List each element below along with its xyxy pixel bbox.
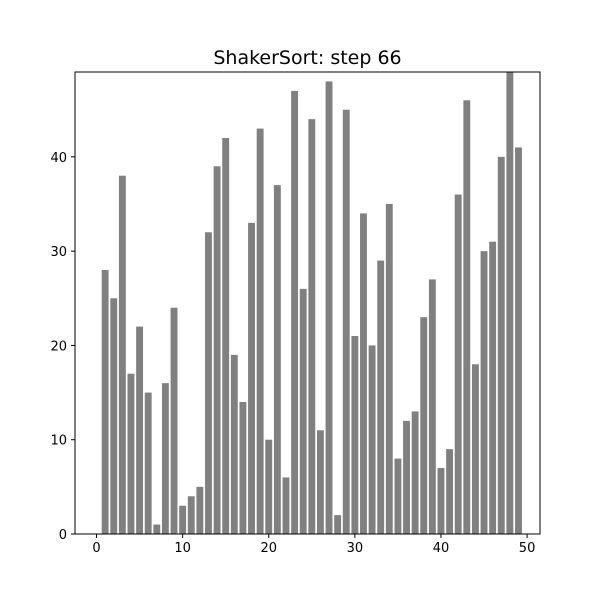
bar-22: [282, 477, 290, 534]
bar-36: [403, 420, 410, 534]
x-axis: 0 10 20 30 40 50: [92, 534, 535, 556]
y-tick-label: 10: [50, 434, 67, 449]
bar-15: [222, 138, 230, 534]
bar-11: [187, 496, 195, 534]
bar-13: [205, 232, 212, 535]
bar-19: [256, 128, 264, 535]
bar-34: [385, 204, 393, 534]
bar-5: [136, 326, 144, 534]
bar-6: [144, 392, 152, 534]
bar-38: [420, 317, 428, 534]
bar-24: [299, 288, 307, 534]
y-tick-label: 0: [59, 528, 67, 543]
bar-35: [394, 458, 402, 534]
y-axis: 0 10 20 30 40: [50, 151, 75, 543]
bar-21: [273, 185, 281, 534]
x-tick-label: 20: [260, 541, 277, 556]
bar-25: [308, 119, 316, 535]
bar-39: [428, 279, 436, 534]
bar-10: [179, 505, 187, 534]
bar-20: [265, 439, 273, 534]
bar-27: [325, 81, 333, 534]
bar-31: [360, 213, 367, 534]
bar-4: [127, 373, 135, 534]
bar-47: [497, 156, 505, 534]
bar-23: [291, 90, 299, 534]
bar-32: [368, 345, 376, 534]
bar-49: [515, 147, 522, 534]
x-tick-label: 40: [433, 541, 450, 556]
y-tick-label: 30: [50, 245, 67, 260]
plot-frame: [74, 71, 541, 535]
bar-26: [316, 430, 324, 534]
bar-12: [196, 486, 204, 534]
bar-33: [377, 260, 385, 534]
bar-1: [101, 270, 109, 534]
bar-14: [213, 166, 221, 535]
bar-9: [170, 307, 178, 534]
bar-46: [489, 241, 497, 534]
y-tick-label: 40: [50, 151, 67, 166]
bar-45: [480, 251, 488, 534]
bar-42: [454, 194, 462, 535]
bars-group: [101, 72, 522, 535]
y-tick-label: 20: [50, 339, 67, 354]
bar-41: [446, 449, 454, 534]
x-tick-label: 10: [174, 541, 191, 556]
chart-title: ShakerSort: step 66: [213, 47, 401, 69]
bar-28: [334, 515, 342, 534]
x-tick-label: 0: [92, 541, 100, 556]
bar-2: [110, 298, 118, 534]
x-tick-label: 50: [519, 541, 536, 556]
bar-17: [239, 402, 247, 534]
bar-40: [437, 468, 445, 534]
bar-18: [248, 222, 255, 534]
bar-48: [506, 72, 514, 534]
bar-3: [118, 175, 126, 534]
bar-43: [463, 100, 471, 535]
bar-37: [411, 411, 419, 534]
bar-8: [161, 383, 169, 534]
bar-7: [153, 524, 161, 534]
x-tick-label: 30: [347, 541, 364, 556]
bar-29: [342, 109, 350, 534]
bar-16: [230, 354, 238, 534]
bar-44: [471, 364, 479, 534]
bar-30: [351, 336, 359, 534]
